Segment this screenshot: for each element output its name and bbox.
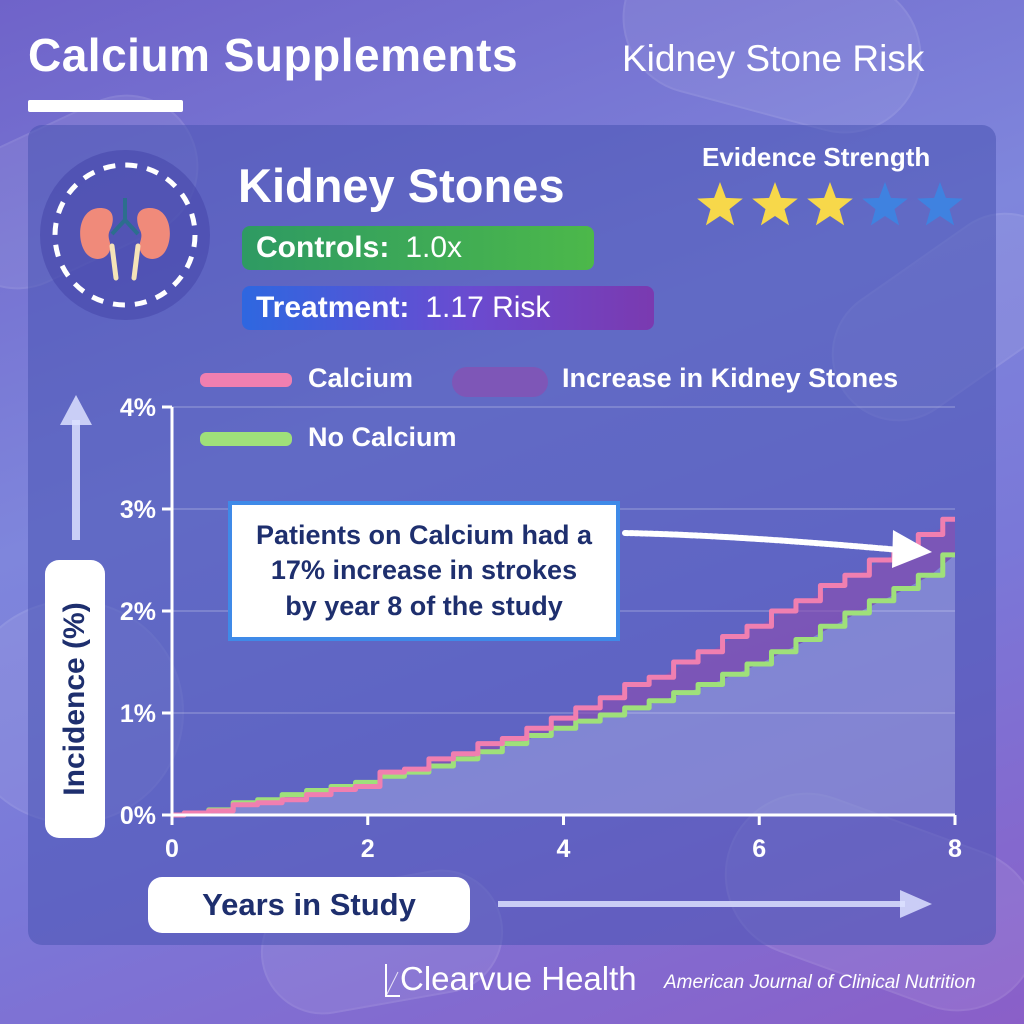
x-tick-label: 2 bbox=[361, 835, 375, 863]
no-calcium-area bbox=[172, 554, 955, 815]
legend-label-no-calcium: No Calcium bbox=[308, 422, 457, 452]
y-tick-label: 0% bbox=[120, 802, 156, 830]
annotation-arrow-icon bbox=[622, 530, 903, 553]
brand-name: Clearvue Health bbox=[400, 960, 637, 997]
kidney-icon bbox=[52, 162, 198, 308]
controls-value: 1.0x bbox=[405, 231, 463, 264]
treatment-risk-bar: Treatment: 1.17 Risk bbox=[242, 286, 654, 330]
legend-label-calcium: Calcium bbox=[308, 363, 414, 393]
annotation-arrowhead-icon bbox=[892, 530, 932, 568]
x-tick-label: 0 bbox=[165, 835, 179, 863]
callout-line-2: 17% increase in strokes bbox=[270, 555, 578, 586]
y-tick-label: 3% bbox=[120, 496, 156, 524]
star-empty-icon bbox=[917, 182, 963, 226]
treatment-label: Treatment: bbox=[256, 291, 410, 324]
kidney-badge bbox=[40, 150, 210, 320]
page-subtitle: Kidney Stone Risk bbox=[622, 38, 925, 79]
x-tick-label: 8 bbox=[948, 835, 962, 863]
star-filled-icon bbox=[697, 182, 743, 226]
legend-swatch-calcium bbox=[200, 373, 292, 387]
source-citation: American Journal of Clinical Nutrition bbox=[664, 972, 976, 993]
title-underline bbox=[28, 100, 183, 112]
page-title: Calcium Supplements bbox=[28, 29, 519, 81]
y-axis-title: Incidence (%) bbox=[58, 602, 91, 796]
y-tick-label: 4% bbox=[120, 394, 156, 422]
star-rating bbox=[697, 182, 963, 226]
section-title: Kidney Stones bbox=[238, 159, 565, 212]
y-axis-arrowhead-icon bbox=[60, 395, 92, 425]
x-tick-label: 4 bbox=[557, 835, 571, 863]
legend-swatch-no-calcium bbox=[200, 432, 292, 446]
star-filled-icon bbox=[807, 182, 853, 226]
evidence-stars bbox=[694, 178, 984, 239]
callout-line-1: Patients on Calcium had a bbox=[255, 520, 593, 551]
annotation-callout: Patients on Calcium had a 17% increase i… bbox=[228, 501, 620, 641]
controls-label: Controls: bbox=[256, 231, 390, 264]
evidence-strength-label: Evidence Strength bbox=[702, 142, 931, 172]
legend-swatch-increase bbox=[452, 367, 548, 397]
x-axis-arrowhead-icon bbox=[900, 890, 932, 918]
star-filled-icon bbox=[752, 182, 798, 226]
x-axis-title: Years in Study bbox=[148, 877, 470, 933]
treatment-value: 1.17 Risk bbox=[425, 291, 551, 324]
star-empty-icon bbox=[862, 182, 908, 226]
series-line-calcium bbox=[172, 516, 955, 818]
controls-risk-bar: Controls: 1.0x bbox=[242, 226, 594, 270]
y-tick-label: 1% bbox=[120, 700, 156, 728]
y-axis-title-pill bbox=[45, 560, 105, 838]
x-tick-label: 6 bbox=[752, 835, 766, 863]
legend-label-increase: Increase in Kidney Stones bbox=[562, 363, 899, 393]
y-tick-label: 2% bbox=[120, 598, 156, 626]
callout-line-3: by year 8 of the study bbox=[285, 590, 563, 621]
brand-logo-icon bbox=[385, 964, 400, 997]
